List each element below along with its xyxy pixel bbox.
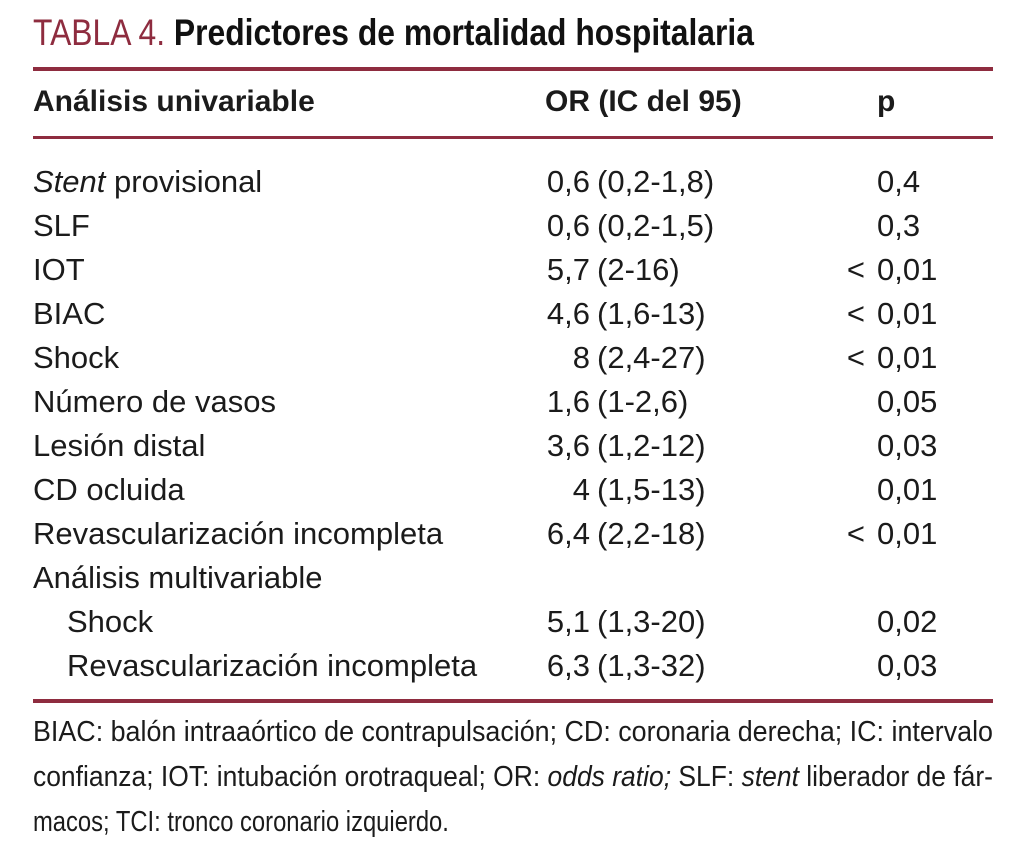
row-label: SLF <box>33 208 90 243</box>
table-row: Stent provisional 0,6 (0,2-1,8) 0,4 <box>33 160 993 204</box>
or-value: 4 <box>572 472 590 507</box>
p-value: 0,3 <box>877 208 921 243</box>
table-section-row: Análisis multivariable <box>33 556 993 600</box>
row-label: Número de vasos <box>33 384 276 419</box>
table-row: Revascularización incompleta 6,4 (2,2-18… <box>33 512 993 556</box>
header-or-column: OR (IC del 95) <box>545 85 742 118</box>
ci-value: (2,4-27) <box>597 340 706 375</box>
p-value: 0,03 <box>877 428 938 463</box>
ci-value: (1,2-12) <box>597 428 706 463</box>
footnote-rule <box>33 699 993 703</box>
table-row: IOT 5,7 (2-16) < 0,01 <box>33 248 993 292</box>
top-rule <box>33 67 993 71</box>
ci-value: (0,2-1,5) <box>597 208 715 243</box>
or-value: 3,6 <box>546 428 590 463</box>
p-less-than-sign: < <box>846 516 865 551</box>
row-label-italic: Stent <box>33 164 106 199</box>
header-p-column: p <box>877 85 896 118</box>
table-title-line: TABLA 4. Predictores de mortalidad hospi… <box>33 10 754 56</box>
table-row: CD ocluida 4 (1,5-13) 0,01 <box>33 468 993 512</box>
row-label-rest: provisional <box>105 164 263 199</box>
header-rule <box>33 136 993 139</box>
table-row: Lesión distal 3,6 (1,2-12) 0,03 <box>33 424 993 468</box>
section-label: Análisis multivariable <box>33 560 323 595</box>
footnote: BIAC: balón intraaórtico de contrapulsac… <box>33 710 993 845</box>
or-value: 8 <box>572 340 590 375</box>
p-value: 0,01 <box>877 516 938 551</box>
p-value: 0,02 <box>877 604 938 639</box>
or-value: 1,6 <box>546 384 590 419</box>
footnote-italic-stent: stent <box>741 761 799 793</box>
footnote-line: confianza; IOT: intubación orotraqueal; … <box>33 755 993 800</box>
row-label: IOT <box>33 252 85 287</box>
footnote-line: BIAC: balón intraaórtico de contrapulsac… <box>33 710 993 755</box>
row-label: BIAC <box>33 296 106 331</box>
table-row: Shock 5,1 (1,3-20) 0,02 <box>33 600 993 644</box>
table-body: Stent provisional 0,6 (0,2-1,8) 0,4 SLF … <box>33 160 993 688</box>
table-row: Shock 8 (2,4-27) < 0,01 <box>33 336 993 380</box>
ci-value: (1,6-13) <box>597 296 706 331</box>
ci-value: (2-16) <box>597 252 680 287</box>
table-row: SLF 0,6 (0,2-1,5) 0,3 <box>33 204 993 248</box>
p-value: 0,03 <box>877 648 938 683</box>
table-number: TABLA 4. <box>33 12 166 53</box>
footnote-line-text: macos; TCI: tronco coronario izquierdo. <box>33 806 449 838</box>
or-value: 5,7 <box>546 252 590 287</box>
p-value: 0,01 <box>877 472 938 507</box>
footnote-segment: liberador de fár- <box>798 761 994 793</box>
row-label: Stent provisional <box>33 160 262 204</box>
footnote-line: macos; TCI: tronco coronario izquierdo. <box>33 800 993 845</box>
table-row: BIAC 4,6 (1,6-13) < 0,01 <box>33 292 993 336</box>
row-label: CD ocluida <box>33 472 185 507</box>
p-less-than-sign: < <box>846 296 865 331</box>
ci-value: (1,3-32) <box>597 648 706 683</box>
row-label: Revascularización incompleta <box>33 516 444 551</box>
p-value: 0,05 <box>877 384 938 419</box>
or-value: 4,6 <box>546 296 590 331</box>
table-row: Revascularización incompleta 6,3 (1,3-32… <box>33 644 993 688</box>
row-label: Shock <box>33 340 120 375</box>
ci-value: (2,2-18) <box>597 516 706 551</box>
table-title: TABLA 4. Predictores de mortalidad hospi… <box>33 10 871 56</box>
or-value: 6,3 <box>546 648 590 683</box>
p-less-than-sign: < <box>846 252 865 287</box>
ci-value: (1,3-20) <box>597 604 706 639</box>
ci-value: (1-2,6) <box>597 384 689 419</box>
ci-value: (0,2-1,8) <box>597 164 715 199</box>
p-value: 0,01 <box>877 296 938 331</box>
footnote-segment: confianza; IOT: intubación orotraqueal; … <box>33 761 548 793</box>
footnote-line-text: confianza; IOT: intubación orotraqueal; … <box>33 755 993 800</box>
or-value: 0,6 <box>546 208 590 243</box>
footnote-segment: SLF: <box>671 761 742 793</box>
table-content: TABLA 4. Predictores de mortalidad hospi… <box>33 0 993 845</box>
table-title-text: Predictores de mortalidad hospitalaria <box>173 12 754 53</box>
footnote-line-text: BIAC: balón intraaórtico de contrapulsac… <box>33 716 993 748</box>
p-value: 0,01 <box>877 252 938 287</box>
or-value: 0,6 <box>546 164 590 199</box>
table-header-row: Análisis univariable OR (IC del 95) p <box>33 80 993 124</box>
or-value: 5,1 <box>546 604 590 639</box>
row-label: Shock <box>67 604 154 639</box>
ci-value: (1,5-13) <box>597 472 706 507</box>
row-label: Lesión distal <box>33 428 206 463</box>
or-value: 6,4 <box>546 516 590 551</box>
p-value: 0,4 <box>877 164 921 199</box>
p-value: 0,01 <box>877 340 938 375</box>
header-analysis-column: Análisis univariable <box>33 85 315 118</box>
row-label: Revascularización incompleta <box>67 648 478 683</box>
footnote-italic-odds-ratio: odds ratio; <box>547 761 672 793</box>
p-less-than-sign: < <box>846 340 865 375</box>
table-row: Número de vasos 1,6 (1-2,6) 0,05 <box>33 380 993 424</box>
